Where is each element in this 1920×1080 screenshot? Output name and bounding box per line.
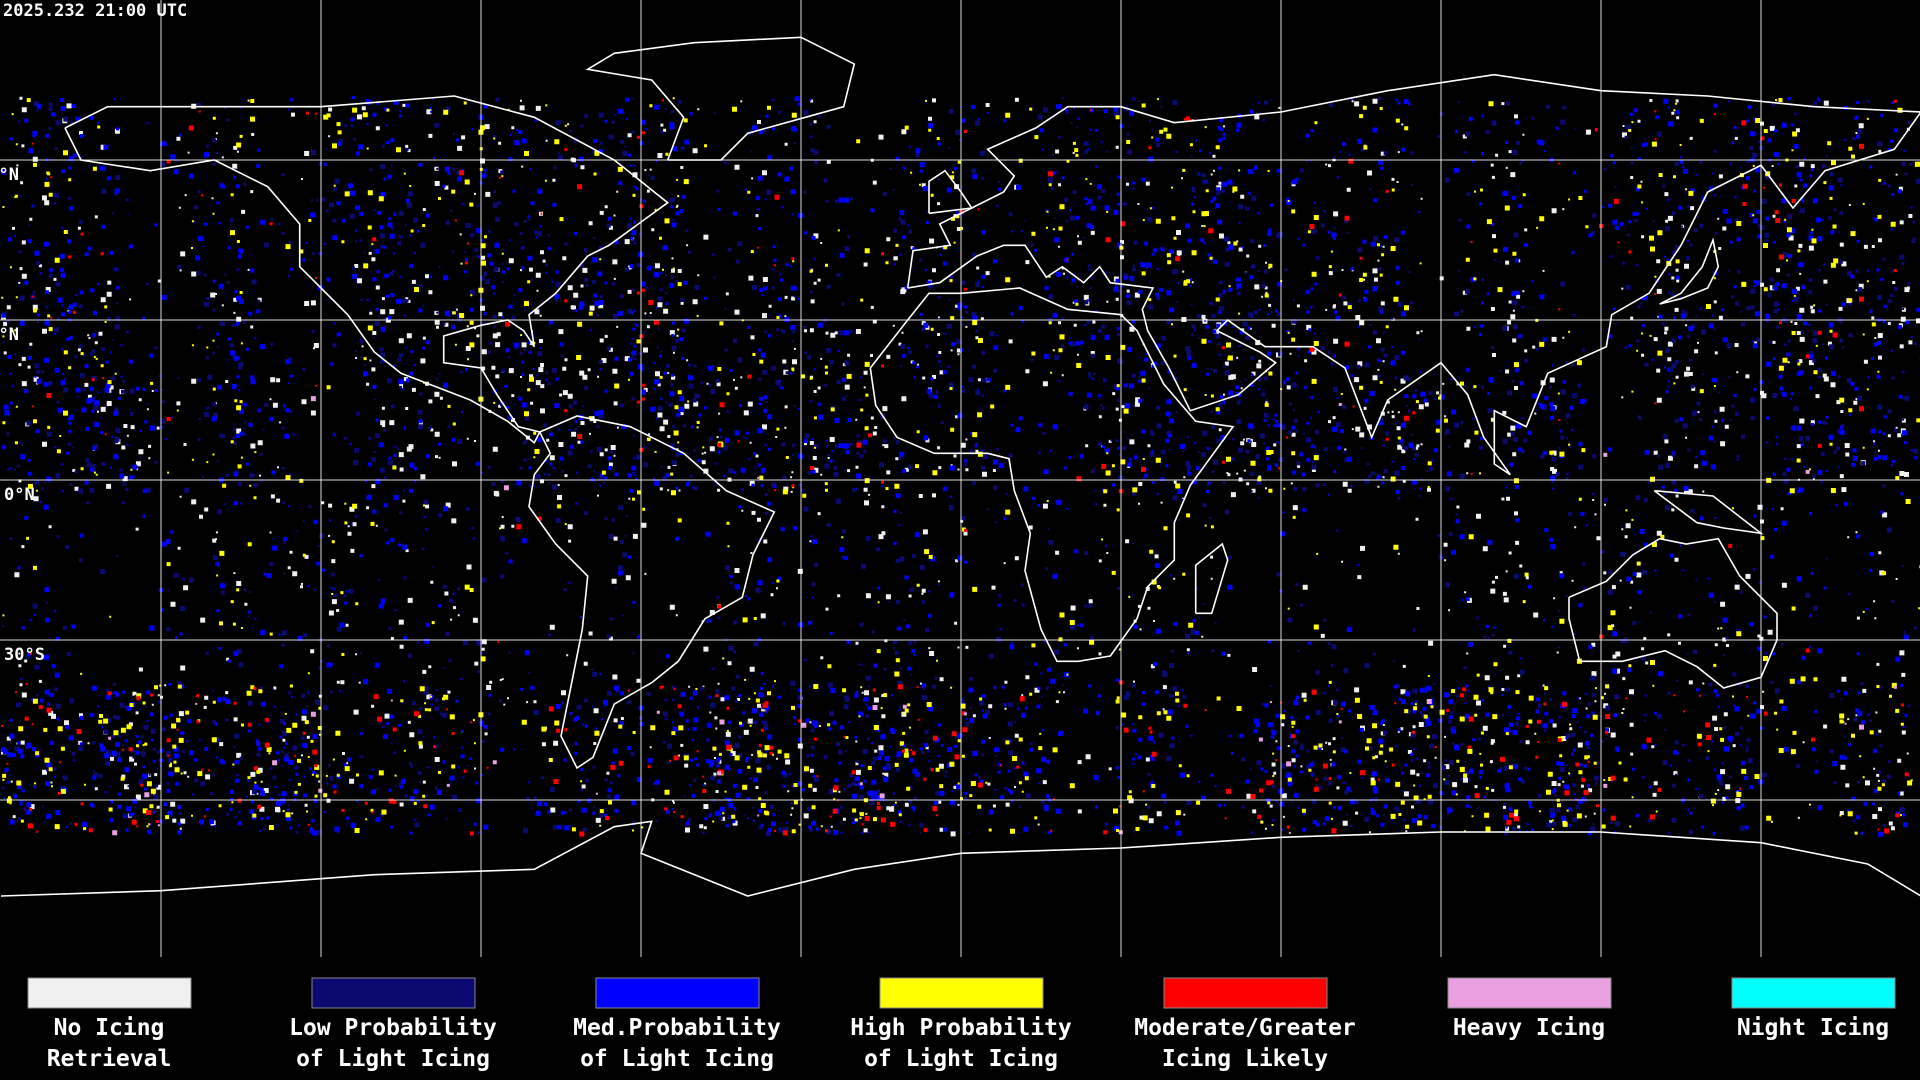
legend-label: Night Icing [1737,1015,1889,1041]
legend-label: No Icing [54,1015,165,1041]
coastline [528,415,776,770]
coastline [1653,489,1764,535]
legend-label: Icing Likely [1162,1046,1328,1072]
legend-swatch [27,977,192,1009]
coastline [1659,237,1720,305]
latitude-label: 60°N [0,165,19,185]
legend-swatch [595,977,760,1009]
coastline [585,36,856,161]
legend-label: Heavy Icing [1453,1015,1605,1041]
latitude-label: 30°S [4,645,45,665]
legend-label: Moderate/Greater [1134,1015,1356,1041]
coastline [869,287,1235,663]
legend-swatch [1731,977,1896,1009]
legend-label: Low Probability [289,1015,497,1041]
legend-label: Retrieval [47,1046,172,1072]
legend-label: High Probability [850,1015,1072,1041]
graticule [0,0,1920,957]
coastline [928,169,974,215]
timestamp: 2025.232 21:00 UTC [3,1,187,21]
coastline [64,95,670,444]
legend-swatch [1447,977,1612,1009]
legend-swatch [879,977,1044,1009]
legend-swatch [1163,977,1328,1009]
latitude-label: 30°N [0,325,19,345]
latitude-labels: 60°N 30°N 0°N 30°S [0,165,45,665]
legend: No Icing Retrieval Low Probability of Light… [27,977,1896,1072]
legend-swatch [311,977,476,1009]
legend-label: of Light Icing [864,1046,1058,1072]
legend-label: of Light Icing [296,1046,490,1072]
coastline [1194,542,1229,615]
legend-label: Med.Probability [573,1015,781,1041]
legend-label: of Light Icing [580,1046,774,1072]
latitude-label: 0°N [4,485,35,505]
